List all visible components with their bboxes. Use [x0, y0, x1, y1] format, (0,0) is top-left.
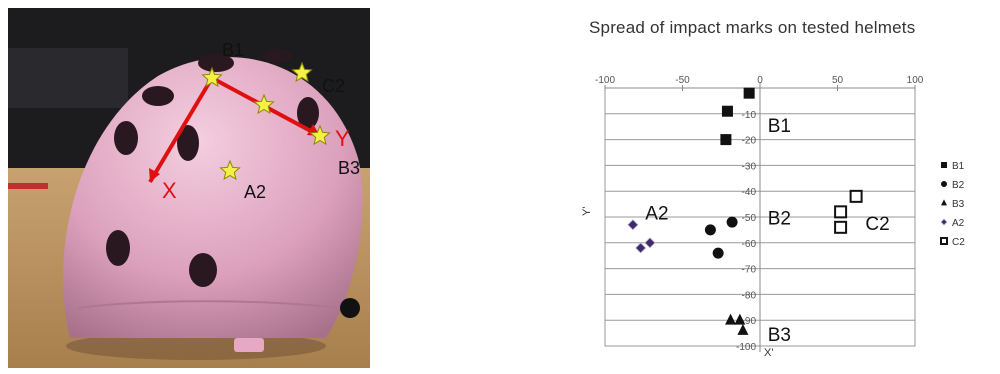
- data-point-c2: [834, 205, 848, 219]
- photo-label-a2: A2: [244, 182, 266, 202]
- data-point-b2: [704, 224, 716, 236]
- point-layer: [627, 87, 863, 335]
- legend-label-a2: A2: [952, 218, 965, 229]
- y-tick-label: -20: [742, 136, 757, 147]
- y-tick-label: -80: [742, 290, 757, 301]
- legend-label-b1: B1: [952, 161, 965, 172]
- data-point-c2: [834, 220, 848, 234]
- x-arrowhead: [149, 168, 160, 182]
- vent-hole: [114, 121, 138, 155]
- annotation-b2: B2: [768, 209, 791, 230]
- data-point-b2: [712, 247, 724, 259]
- y-tick-label: -60: [742, 239, 757, 250]
- star-icon: [201, 66, 223, 88]
- helmet-shell: [63, 57, 363, 339]
- y-axis-label: Y': [581, 207, 593, 216]
- vent-hole: [142, 86, 174, 106]
- vent-hole: [264, 49, 292, 63]
- data-point-b1: [743, 87, 755, 99]
- keyboard: [8, 48, 128, 108]
- data-point-b3: [725, 313, 737, 325]
- x-tick-label: -100: [595, 75, 615, 86]
- legend-marker-b3: [941, 199, 947, 206]
- legend-label-c2: C2: [952, 237, 965, 248]
- star-icon: [291, 61, 313, 83]
- data-point-c2: [849, 189, 863, 203]
- legend-label-b3: B3: [952, 199, 965, 210]
- vent-hole: [177, 125, 199, 161]
- legend-marker-c2: [940, 237, 948, 245]
- helmet-strap-clip: [234, 338, 264, 352]
- data-point-b1: [721, 105, 733, 117]
- legend-marker-a2: [940, 218, 948, 226]
- data-point-b3: [734, 313, 746, 325]
- star-icon: [219, 159, 241, 181]
- vent-hole: [297, 97, 319, 129]
- vent-hole: [189, 253, 217, 287]
- legend-marker-b1: [941, 162, 947, 168]
- data-point-b3: [737, 323, 749, 335]
- y-tick-label: -40: [742, 187, 757, 198]
- grid-layer: [604, 82, 916, 352]
- data-point-b1: [720, 134, 732, 146]
- x-axis-label: X': [764, 347, 773, 359]
- photo-label-x: X: [162, 178, 177, 203]
- photo-label-b3: B3: [338, 158, 360, 178]
- tick-layer: -10 -20 -30 -40 -50 -60 -70 -80 -90 -100 -100 -50 0 5…: [595, 75, 924, 353]
- photo-label-b1: B1: [222, 40, 244, 60]
- annotation-c2: C2: [865, 214, 889, 235]
- scatter-chart: -10 -20 -30 -40 -50 -60 -70 -80 -90 -100 -100 -50 0 5…: [581, 75, 965, 359]
- data-point-a2: [644, 237, 656, 249]
- vent-hole: [106, 230, 130, 266]
- annotation-a2: A2: [645, 204, 668, 225]
- legend: B1 B2 B3 A2 C2: [940, 161, 965, 248]
- data-point-a2: [627, 219, 639, 231]
- y-tick-label: -30: [742, 161, 757, 172]
- helmet-rim: [77, 300, 339, 309]
- x-tick-label: 100: [907, 75, 924, 86]
- y-tick-label: -50: [742, 213, 757, 224]
- x-tick-label: 50: [832, 75, 844, 86]
- impact-stars: [201, 61, 331, 181]
- vent-hole: [198, 54, 234, 72]
- data-point-b2: [726, 216, 738, 228]
- chart-panel: Spread of impact marks on tested helmets…: [378, 0, 1000, 374]
- x-axis-arrow: [148, 76, 214, 184]
- legend-marker-b2: [941, 181, 947, 187]
- y-tick-label: -10: [742, 110, 757, 121]
- star-icon: [253, 93, 275, 115]
- black-disc: [340, 298, 360, 318]
- red-tool: [8, 183, 48, 189]
- y-tick-label: -90: [742, 316, 757, 327]
- data-point-a2: [635, 242, 647, 254]
- annotation-b3: B3: [768, 325, 791, 346]
- chart-title: Spread of impact marks on tested helmets: [589, 18, 916, 37]
- photo-label-c2: C2: [322, 76, 345, 96]
- annotation-b1: B1: [768, 116, 791, 137]
- legend-label-b2: B2: [952, 180, 965, 191]
- photo-label-y: Y: [335, 126, 350, 151]
- helmet-photo: B1 C2 B3 A2 X Y: [8, 8, 370, 368]
- annotation-layer: B1 B2 B3 A2 C2: [645, 116, 889, 346]
- star-icon: [309, 124, 331, 146]
- helmet-photo-drawing: B1 C2 B3 A2 X Y: [8, 8, 370, 368]
- y-tick-label: -70: [742, 265, 757, 276]
- x-tick-label: -50: [675, 75, 690, 86]
- x-tick-label: 0: [757, 75, 763, 86]
- y-tick-label: -100: [736, 342, 756, 353]
